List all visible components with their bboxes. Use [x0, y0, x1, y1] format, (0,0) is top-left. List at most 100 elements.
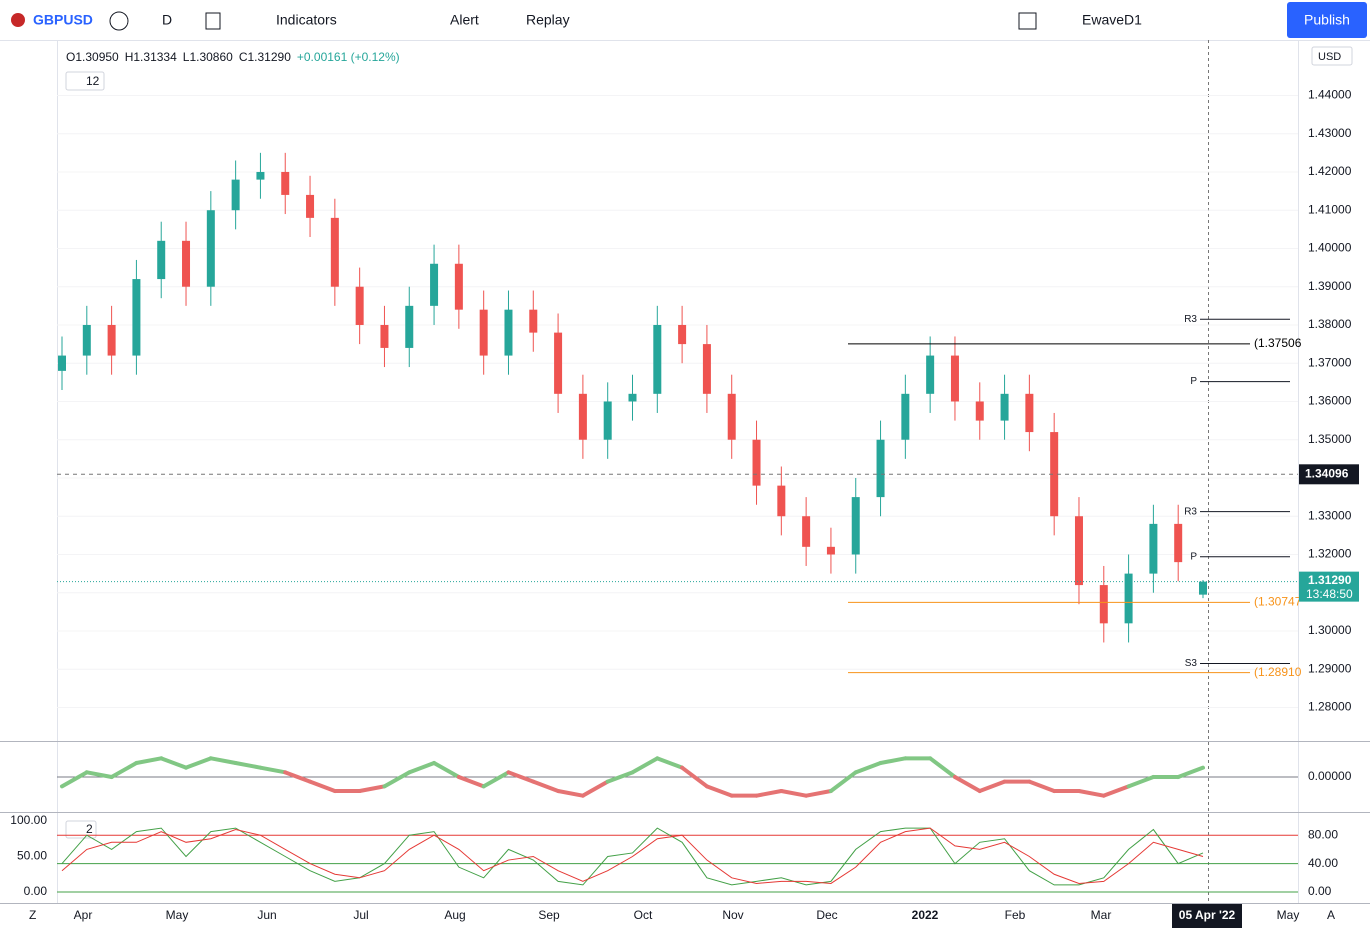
replay[interactable]: Replay	[526, 12, 570, 28]
osc-segment	[853, 761, 883, 775]
y-tick-label: 1.41000	[1308, 202, 1352, 216]
y-tick-label: 1.42000	[1308, 164, 1352, 178]
x-tick-label: Jun	[257, 908, 276, 922]
layout-icon[interactable]	[1018, 12, 1037, 30]
x-tick-label: Mar	[1091, 908, 1112, 922]
y-tick-label: 1.36000	[1308, 394, 1352, 408]
stoch-left-tick: 100.00	[10, 813, 47, 827]
y-tick-label: 1.33000	[1308, 508, 1352, 522]
layout-name[interactable]: EwaveD1	[1082, 12, 1142, 28]
y-tick-label: 1.43000	[1308, 126, 1352, 140]
y-tick-label: 1.40000	[1308, 241, 1352, 255]
osc-segment	[1126, 775, 1156, 789]
candle-body	[950, 355, 959, 402]
y-tick-label: 1.30000	[1308, 623, 1352, 637]
x-tick-label: Oct	[634, 908, 653, 922]
publish-button[interactable]	[1287, 2, 1367, 38]
currency-box[interactable]	[1311, 46, 1353, 66]
candle-body	[1174, 523, 1183, 563]
osc-segment	[1076, 789, 1106, 798]
osc-segment	[704, 784, 734, 798]
osc-segment	[928, 756, 957, 779]
add-symbol[interactable]	[109, 11, 129, 31]
candle-body	[628, 393, 637, 402]
y-tick-label: 1.32000	[1308, 547, 1352, 561]
symbol[interactable]: GBPUSD	[33, 12, 93, 28]
candle-body	[578, 393, 587, 440]
currency[interactable]: USD	[1318, 51, 1341, 63]
candle-body	[1074, 516, 1083, 586]
osc-segment	[580, 779, 610, 798]
indicators[interactable]: Indicators	[276, 12, 337, 28]
osc-segment	[382, 770, 412, 789]
osc-segment	[506, 770, 536, 784]
candle-body	[1050, 432, 1059, 517]
crosshair-time-box	[1172, 904, 1242, 928]
x-tick-label: Dec	[816, 908, 837, 922]
osc-segment	[977, 779, 1007, 793]
x-tick-label: 2022	[912, 908, 939, 922]
z-button[interactable]: Z	[29, 908, 36, 922]
candle-body	[454, 263, 463, 310]
candle-body	[975, 401, 984, 421]
osc-segment	[779, 789, 809, 798]
candle-body	[653, 324, 662, 394]
x-tick-label: Jul	[353, 908, 368, 922]
x-tick-label: Feb	[1005, 908, 1026, 922]
candle-body	[405, 305, 414, 348]
pivot-label: R3	[1184, 506, 1197, 517]
y-tick-label: 1.28000	[1308, 700, 1352, 714]
osc-segment	[952, 775, 982, 793]
candle-body	[851, 497, 860, 555]
candle-body	[231, 179, 240, 211]
candle-body	[1099, 585, 1108, 624]
y-tick-label: 1.29000	[1308, 661, 1352, 675]
stoch-line	[61, 827, 1204, 884]
publish-label[interactable]: Publish	[1304, 12, 1350, 28]
last-price-box	[1299, 571, 1359, 602]
pivot-label: P	[1190, 376, 1197, 387]
osc-segment	[208, 756, 238, 765]
candle-body	[876, 439, 885, 498]
osc-segment	[407, 761, 437, 775]
candle-body	[58, 355, 66, 371]
x-tick-label: Nov	[722, 908, 743, 922]
candle-body	[206, 210, 215, 287]
ohlc-legend: C1.31290	[239, 50, 291, 64]
stoch-right-tick: 80.00	[1308, 827, 1338, 841]
ohlc-legend: H1.31334	[125, 50, 177, 64]
candle-body	[802, 516, 811, 547]
level-label: (1.37506	[1254, 336, 1302, 350]
osc-segment	[109, 761, 139, 779]
chart-type[interactable]	[205, 12, 221, 30]
alert[interactable]: Alert	[450, 12, 479, 28]
x-tick-label: May	[1277, 908, 1300, 922]
indicator-toggle[interactable]	[65, 71, 105, 91]
level-label: (1.30747	[1254, 595, 1302, 609]
candle-body	[1199, 581, 1207, 595]
crosshair-price-box	[1299, 464, 1359, 485]
auto-button[interactable]: A	[1327, 908, 1335, 922]
candle-body	[430, 263, 439, 306]
symbol-icon	[11, 13, 25, 27]
osc-segment	[630, 756, 660, 775]
candle-body	[777, 485, 786, 517]
osc-segment	[828, 770, 858, 793]
stoch-right-tick: 0.00	[1308, 884, 1332, 898]
candle-body	[1025, 393, 1034, 433]
osc-segment	[531, 779, 561, 793]
osc-segment	[804, 789, 833, 798]
crosshair-price: 1.34096	[1305, 466, 1349, 480]
stoch-left-tick: 50.00	[17, 849, 47, 863]
candle-body	[82, 324, 91, 356]
stoch-toggle[interactable]	[65, 820, 97, 839]
osc-segment	[556, 789, 585, 798]
pivot-label: R3	[1184, 314, 1197, 325]
candle-body	[926, 355, 935, 394]
interval[interactable]: D	[162, 12, 172, 28]
candle-body	[752, 439, 761, 486]
y-tick-label: 1.37000	[1308, 355, 1352, 369]
ohlc-legend: L1.30860	[183, 50, 233, 64]
candle-body	[727, 393, 736, 440]
